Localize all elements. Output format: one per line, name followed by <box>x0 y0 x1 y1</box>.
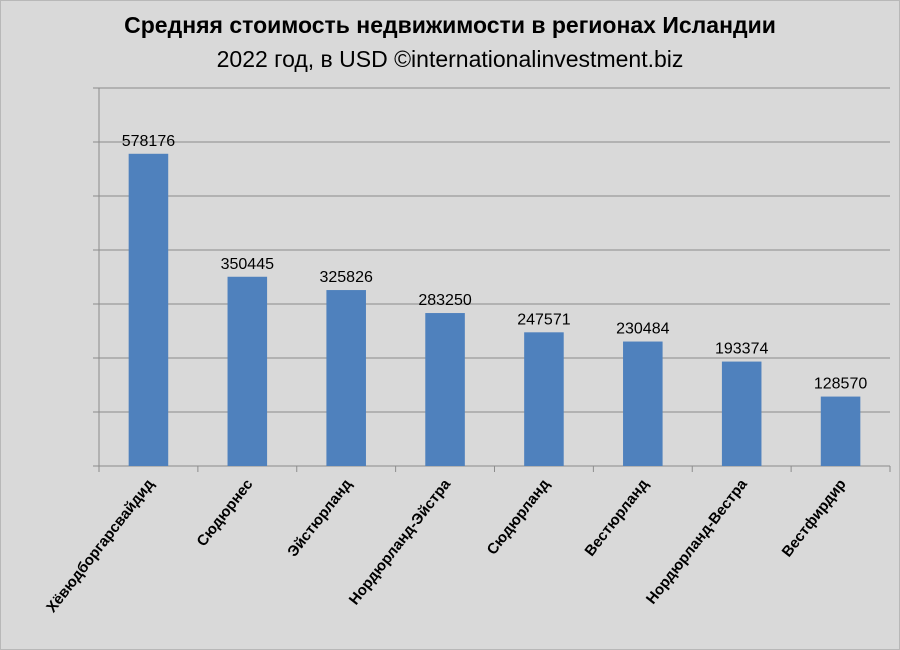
bar <box>524 332 564 466</box>
data-label: 350445 <box>221 256 274 273</box>
bar <box>820 396 861 466</box>
bar <box>721 361 762 466</box>
data-label: 128570 <box>814 376 867 393</box>
data-label: 283250 <box>418 292 471 309</box>
bar <box>227 276 268 466</box>
bar <box>128 153 169 466</box>
category-label: Вестюрланд <box>581 476 652 560</box>
data-label: 325826 <box>319 269 372 286</box>
category-label: Эйстюрланд <box>284 476 355 561</box>
category-label: Нордюрланд-Вестра <box>643 475 751 607</box>
category-label: Сюдюрланд <box>484 476 554 559</box>
chart-title: Средняя стоимость недвижимости в региона… <box>124 12 776 38</box>
data-label: 247571 <box>517 311 570 328</box>
chart-subtitle: 2022 год, в USD ©internationalinvestment… <box>216 46 684 72</box>
data-label: 230484 <box>616 321 669 338</box>
data-label: 578176 <box>122 133 175 150</box>
category-label: Сюдюрнес <box>194 476 257 550</box>
bar <box>623 341 663 466</box>
bar <box>425 313 465 466</box>
category-label: Вестфирдир <box>779 476 850 560</box>
category-label: Хёвюдборгарсвайдид <box>43 476 158 616</box>
bar <box>326 290 366 466</box>
category-label: Нордюрланд-Эйстра <box>346 475 455 608</box>
data-label: 193374 <box>715 341 768 358</box>
